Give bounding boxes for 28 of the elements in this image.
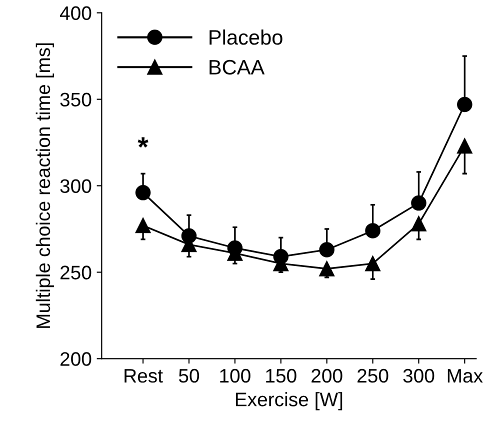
point	[135, 218, 151, 234]
point	[365, 223, 380, 238]
x-axis-title: Exercise [W]	[236, 392, 342, 410]
legend-label: Placebo	[210, 29, 282, 45]
y-axis-title: Multiple choice reaction time [ms]	[36, 43, 54, 328]
annotation: *	[138, 137, 148, 148]
point	[411, 216, 426, 232]
x-tick-label: 100	[220, 368, 250, 383]
point	[365, 256, 380, 272]
y-tick-label: 350	[60, 92, 92, 107]
x-tick-label: 200	[312, 368, 342, 383]
x-tick-label: 250	[358, 368, 388, 383]
y-tick-label: 200	[60, 352, 92, 366]
x-tick-label: 300	[403, 368, 434, 383]
x-tick-label: Rest	[124, 369, 163, 383]
y-tick-label: 300	[60, 179, 92, 193]
point	[319, 242, 334, 258]
x-tick-label: 150	[266, 368, 296, 383]
point	[319, 261, 334, 276]
point	[457, 96, 472, 112]
point	[411, 195, 426, 211]
legend-label: BCAA	[210, 60, 265, 75]
x-tick-label: Max	[448, 369, 483, 383]
y-tick-label: 250	[60, 266, 92, 280]
point	[457, 138, 472, 154]
x-tick-label: 50	[178, 368, 200, 383]
point	[135, 185, 151, 200]
y-tick-label: 400	[60, 6, 92, 20]
